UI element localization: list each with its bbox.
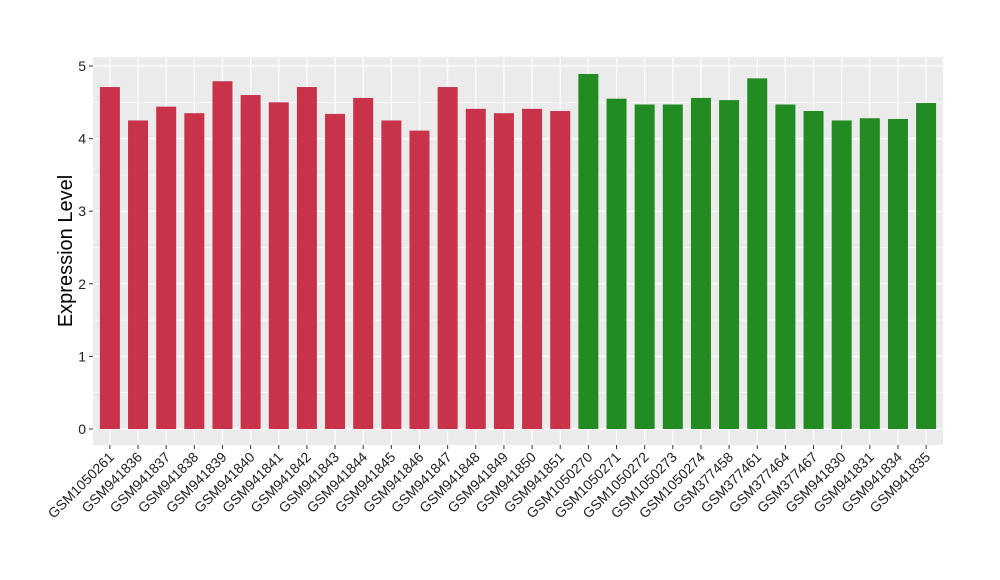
bar-gsm377461 (747, 78, 768, 429)
bar-gsm941838 (184, 113, 205, 429)
bar-gsm941849 (493, 113, 514, 429)
y-tick-label: 5 (78, 58, 86, 74)
bar-gsm941830 (831, 120, 852, 429)
y-tick-label: 3 (78, 203, 86, 219)
y-tick-label: 2 (78, 276, 86, 292)
bar-gsm1050272 (634, 104, 655, 429)
bar-gsm941847 (437, 87, 458, 429)
bar-gsm1050270 (578, 73, 599, 430)
x-axis: GSM1050261GSM941836GSM941837GSM941838GSM… (45, 445, 933, 521)
bar-gsm1050274 (690, 97, 711, 429)
bar-gsm941839 (212, 81, 233, 429)
bar-gsm941834 (887, 118, 908, 430)
bar-gsm941850 (522, 108, 543, 430)
bar-gsm941831 (859, 118, 880, 429)
bar-gsm1050273 (662, 104, 683, 429)
bar-gsm941845 (381, 120, 402, 429)
bar-gsm941843 (325, 113, 346, 429)
bar-gsm1050261 (99, 87, 120, 429)
bar-gsm941842 (296, 87, 317, 429)
bar-gsm941836 (128, 120, 149, 429)
y-tick-label: 4 (78, 131, 86, 147)
bar-gsm941844 (353, 97, 374, 429)
bars (99, 73, 937, 430)
bar-gsm941840 (240, 95, 261, 429)
bar-gsm377467 (803, 111, 824, 430)
bar-gsm377464 (775, 104, 796, 429)
plot-panel (93, 57, 943, 445)
y-tick-label: 1 (78, 348, 86, 364)
bar-gsm941835 (916, 103, 937, 429)
y-axis: 0 1 2 3 4 5 (78, 58, 93, 437)
bar-gsm1050271 (606, 98, 627, 430)
bar-gsm941848 (465, 108, 486, 430)
bar-gsm941841 (268, 102, 289, 430)
bar-gsm941837 (156, 106, 177, 429)
bar-gsm941851 (550, 111, 571, 430)
y-tick-label: 0 (78, 421, 86, 437)
bar-gsm941846 (409, 130, 430, 429)
bar-gsm377458 (719, 100, 740, 429)
y-axis-title: Expression Level (55, 175, 77, 327)
